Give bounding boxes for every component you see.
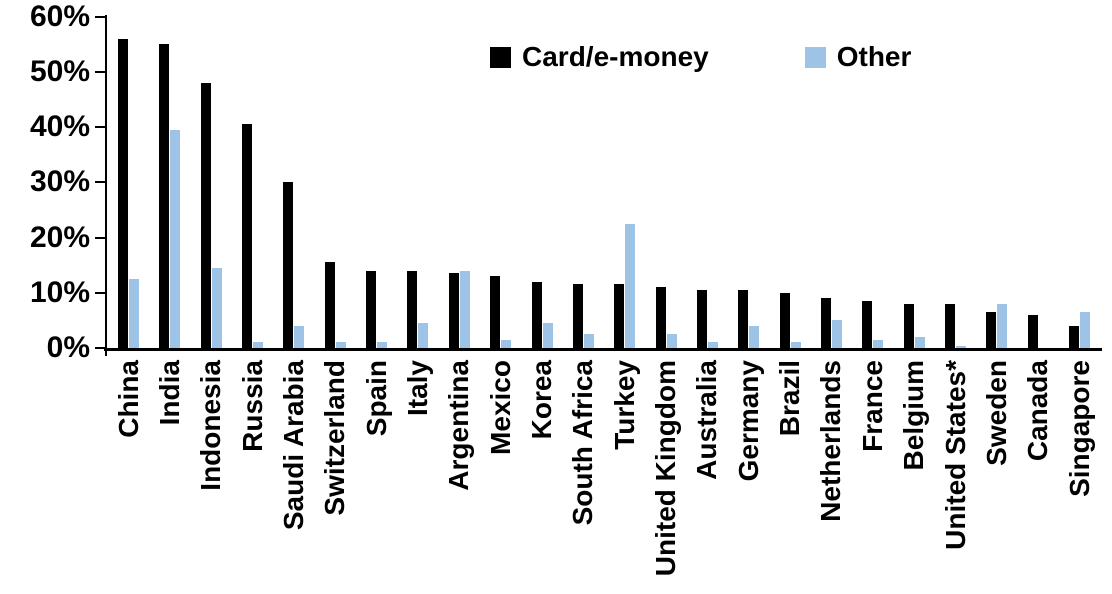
other-bar-russia	[253, 342, 264, 348]
card-e-money-bar-turkey	[614, 284, 625, 348]
card-e-money-bar-switzerland	[324, 262, 335, 348]
y-axis-tick-label: 20%	[29, 220, 90, 254]
y-axis-tick	[95, 70, 106, 73]
card-e-money-bar-india	[159, 44, 170, 348]
x-axis-label-india: India	[153, 360, 185, 426]
card-e-money-bar-russia	[242, 124, 253, 348]
card-e-money-bar-united-states	[945, 303, 955, 348]
card-e-money-bar-canada	[1027, 314, 1038, 348]
x-axis-label-belgium: Belgium	[898, 360, 930, 471]
x-axis-label-france: France	[856, 360, 888, 452]
other-bar-korea	[542, 323, 553, 348]
card-e-money-bar-indonesia	[200, 82, 211, 348]
y-axis-tick	[95, 347, 106, 349]
legend-item-other: Other	[804, 41, 912, 72]
y-axis-line	[105, 15, 107, 356]
other-bar-brazil	[790, 342, 801, 348]
x-axis-labels: China India Indonesia Russia Saudi Arabia Swi…	[0, 360, 1112, 594]
other-bar-argentina	[459, 270, 470, 348]
card-e-money-bar-argentina	[448, 273, 459, 348]
x-axis-label-saudi-arabia: Saudi Arabia	[277, 360, 309, 531]
other-bar-singapore	[1080, 312, 1091, 348]
x-axis-label-germany: Germany	[732, 360, 764, 482]
card-e-money-bar-italy	[407, 270, 418, 348]
y-axis-tick-label: 30%	[29, 165, 90, 199]
x-axis-label-australia: Australia	[691, 360, 723, 480]
x-axis-label-russia: Russia	[236, 360, 268, 452]
card-e-money-bar-south-africa	[572, 284, 583, 348]
card-e-money-bar-united-kingdom	[655, 287, 666, 348]
y-axis-tick-label: 0%	[46, 331, 90, 364]
y-axis-tick-label: 10%	[29, 275, 90, 309]
card-e-money-bar-brazil	[779, 292, 790, 348]
card-e-money-bar-australia	[696, 290, 707, 348]
card-e-money-bar-china	[118, 38, 128, 348]
x-axis-label-south-africa: South Africa	[567, 360, 599, 526]
legend-item-card-e-money: Card/e-money	[490, 42, 709, 72]
other-bar-south-africa	[583, 334, 594, 348]
x-axis-label-turkey: Turkey	[608, 360, 640, 450]
other-bar-china	[129, 278, 139, 348]
x-axis-label-spain: Spain	[360, 360, 392, 437]
other-bar-switzerland	[335, 342, 346, 348]
other-legend-label: Other	[836, 41, 912, 72]
y-axis-tick	[95, 181, 106, 184]
card-e-money-bar-france	[862, 301, 873, 348]
card-e-money-swatch-icon	[490, 46, 511, 68]
card-e-money-bar-spain	[366, 270, 377, 348]
x-axis-label-italy: Italy	[401, 360, 433, 417]
other-swatch-icon	[804, 46, 826, 68]
x-axis-label-united-kingdom: United Kingdom	[650, 360, 682, 577]
x-axis-label-sweden: Sweden	[980, 360, 1012, 466]
y-axis-tick-label: 50%	[29, 54, 90, 88]
x-axis-label-switzerland: Switzerland	[319, 360, 351, 516]
y-axis-tick	[95, 15, 106, 18]
other-bar-sweden	[997, 303, 1008, 348]
chart-legend: Card/e-money Other	[490, 42, 911, 72]
plot-area	[106, 0, 1102, 348]
x-axis-label-korea: Korea	[526, 360, 557, 440]
other-bar-netherlands	[831, 320, 842, 348]
card-e-money-legend-label: Card/e-money	[522, 41, 709, 72]
other-bar-united-states	[956, 346, 966, 348]
card-e-money-bar-korea	[531, 281, 542, 348]
other-bar-australia	[707, 342, 718, 348]
other-bar-france	[873, 339, 884, 348]
y-axis-tick	[95, 236, 106, 239]
card-e-money-bar-netherlands	[820, 298, 831, 348]
x-axis-label-mexico: Mexico	[484, 360, 516, 455]
card-e-money-bar-mexico	[490, 276, 501, 348]
other-bar-italy	[418, 323, 429, 348]
y-axis-tick-label: 40%	[29, 110, 90, 143]
other-bar-spain	[377, 342, 388, 348]
card-e-money-bar-saudi-arabia	[283, 182, 294, 348]
x-axis-label-china: China	[112, 360, 144, 438]
x-axis-label-united-states: United States*	[939, 360, 971, 550]
x-axis-label-singapore: Singapore	[1063, 360, 1095, 497]
card-e-money-bar-sweden	[986, 312, 997, 348]
x-axis-label-argentina: Argentina	[443, 360, 475, 491]
other-bar-india	[170, 129, 181, 348]
card-e-money-bar-belgium	[903, 303, 914, 348]
y-axis-tick-label: 60%	[29, 0, 90, 33]
other-bar-saudi-arabia	[294, 325, 305, 348]
other-bar-mexico	[501, 339, 512, 348]
y-axis-tick	[95, 291, 106, 294]
card-e-money-bar-singapore	[1069, 325, 1080, 348]
y-axis-tick	[95, 126, 106, 128]
other-bar-indonesia	[211, 267, 222, 348]
x-axis-label-netherlands: Netherlands	[815, 360, 847, 522]
other-bar-germany	[749, 325, 760, 348]
x-axis-label-indonesia: Indonesia	[195, 360, 227, 491]
other-bar-belgium	[914, 336, 925, 348]
other-bar-united-kingdom	[666, 334, 677, 348]
x-axis-label-brazil: Brazil	[774, 360, 806, 437]
other-bar-turkey	[625, 223, 636, 348]
card-e-money-bar-germany	[738, 290, 749, 348]
x-axis-label-canada: Canada	[1022, 360, 1054, 462]
x-axis-line	[104, 348, 1102, 351]
